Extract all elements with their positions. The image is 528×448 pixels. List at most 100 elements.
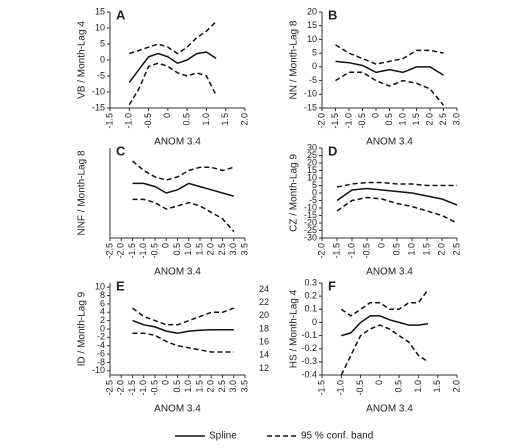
y-tick-label: 20 xyxy=(307,6,317,16)
y2-tick-label: 20 xyxy=(259,310,269,320)
y-axis-label: HS / Month-Lag 4 xyxy=(289,289,300,368)
x-tick-label: -1.5 xyxy=(331,243,341,259)
x-tick-label: -2.5 xyxy=(104,243,114,259)
x-tick-label: 2.0 xyxy=(206,380,216,393)
x-tick-label: 2.0 xyxy=(239,113,249,126)
y-tick-label: 4 xyxy=(100,307,105,317)
x-tick-label: -0.5 xyxy=(143,113,153,129)
x-tick-label: 2.5 xyxy=(217,380,227,393)
y2-tick-label: 16 xyxy=(259,337,269,347)
y-tick-label: -15 xyxy=(92,102,105,112)
line xyxy=(341,315,429,337)
y-tick-label: 10 xyxy=(95,282,105,292)
x-tick-label: -1.0 xyxy=(343,113,353,129)
y-tick-label: 2 xyxy=(100,315,105,325)
x-tick-label: 3.5 xyxy=(239,380,249,393)
x-axis-label: ANOM 3.4 xyxy=(154,267,201,278)
x-tick-label: 1.5 xyxy=(194,380,204,393)
x-tick-label: -2.5 xyxy=(104,380,114,396)
x-axis-label: ANOM 3.4 xyxy=(154,404,201,415)
line xyxy=(132,160,235,181)
y-tick-label: 0.1 xyxy=(304,304,317,314)
x-tick-label: -1.0 xyxy=(336,380,346,396)
line xyxy=(336,196,458,224)
x-tick-label: -1.0 xyxy=(346,243,356,259)
y-tick-label: -20 xyxy=(304,217,317,227)
panel-letter: B xyxy=(328,7,337,22)
y-tick-label: -25 xyxy=(304,225,317,235)
x-tick-label: 1.0 xyxy=(406,243,416,256)
x-tick-label: 0 xyxy=(376,243,386,248)
x-tick-label: -0.5 xyxy=(149,243,159,259)
x-tick-label: -1.0 xyxy=(138,380,148,396)
y-tick-label: -5 xyxy=(309,75,317,85)
y-axis-label: ID / Month-Lag 9 xyxy=(77,291,88,366)
x-tick-label: -0.5 xyxy=(355,380,365,396)
line xyxy=(336,181,457,188)
x-tick-label: 2.0 xyxy=(424,113,434,126)
y-tick-label: 0 xyxy=(312,187,317,197)
y-tick-label: -0.1 xyxy=(301,330,317,340)
x-tick-label: 2.5 xyxy=(217,243,227,256)
y-tick-label: 0.3 xyxy=(304,277,317,287)
y-tick-label: 10 xyxy=(307,34,317,44)
y-tick-label: -30 xyxy=(304,232,317,242)
x-tick-label: 0 xyxy=(162,113,172,118)
y-tick-label: 20 xyxy=(307,157,317,167)
y-tick-label: -4 xyxy=(97,340,105,350)
y-tick-label: -0.3 xyxy=(301,356,317,366)
y-tick-label: 10 xyxy=(95,22,105,32)
x-tick-label: 0.5 xyxy=(384,113,394,126)
line xyxy=(340,324,429,376)
x-tick-label: 3.5 xyxy=(239,243,249,256)
x-tick-label: 1.0 xyxy=(397,113,407,126)
y-tick-label: -10 xyxy=(304,202,317,212)
y-tick-label: -10 xyxy=(92,86,105,96)
x-tick-label: 3.0 xyxy=(228,380,238,393)
y-tick-label: -0.4 xyxy=(301,369,317,379)
x-tick-label: 2.0 xyxy=(451,380,461,393)
x-tick-label: -1.0 xyxy=(124,113,134,129)
x-tick-label: 1.0 xyxy=(413,380,423,393)
line xyxy=(132,319,234,334)
y-tick-label: 8 xyxy=(100,290,105,300)
line xyxy=(132,182,235,197)
y-tick-label: -15 xyxy=(304,102,317,112)
x-tick-label: 1.0 xyxy=(183,243,193,256)
legend-label: 95 % conf. band xyxy=(301,431,373,442)
y-tick-label: 15 xyxy=(307,165,317,175)
x-tick-label: 3.0 xyxy=(451,113,461,126)
x-axis-label: ANOM 3.4 xyxy=(154,137,201,148)
x-tick-label: 0.5 xyxy=(172,243,182,256)
y-tick-label: -15 xyxy=(304,210,317,220)
x-tick-label: 1.5 xyxy=(421,243,431,256)
x-tick-label: 1.5 xyxy=(194,243,204,256)
x-tick-label: -1.5 xyxy=(127,243,137,259)
y-tick-label: -2 xyxy=(97,332,105,342)
panel-letter: D xyxy=(328,143,337,158)
y-tick-label: -5 xyxy=(309,195,317,205)
x-tick-label: 2.0 xyxy=(436,243,446,256)
y-tick-label: 0 xyxy=(312,317,317,327)
y-tick-label: -5 xyxy=(97,70,105,80)
x-tick-label: 2.0 xyxy=(206,243,216,256)
panel-letter: C xyxy=(116,143,126,158)
y2-tick-label: 24 xyxy=(259,284,269,294)
x-tick-label: 0.5 xyxy=(182,113,192,126)
y-tick-label: 15 xyxy=(307,20,317,30)
y-axis-label: NN / Month-Lag 8 xyxy=(289,20,300,99)
y-tick-label: 0 xyxy=(100,323,105,333)
y-tick-label: 15 xyxy=(95,6,105,16)
x-tick-label: 0.5 xyxy=(394,380,404,393)
panel-letter: F xyxy=(328,278,336,293)
x-tick-label: -1.5 xyxy=(316,380,326,396)
x-tick-label: -2.0 xyxy=(316,113,326,129)
y-tick-label: -0.2 xyxy=(301,343,317,353)
x-axis-label: ANOM 3.4 xyxy=(366,137,413,148)
y-tick-label: 6 xyxy=(100,298,105,308)
y-tick-label: 0.2 xyxy=(304,291,317,301)
x-tick-label: 3.0 xyxy=(228,243,238,256)
line xyxy=(132,332,234,353)
x-tick-label: 1.5 xyxy=(411,113,421,126)
line xyxy=(129,21,217,55)
